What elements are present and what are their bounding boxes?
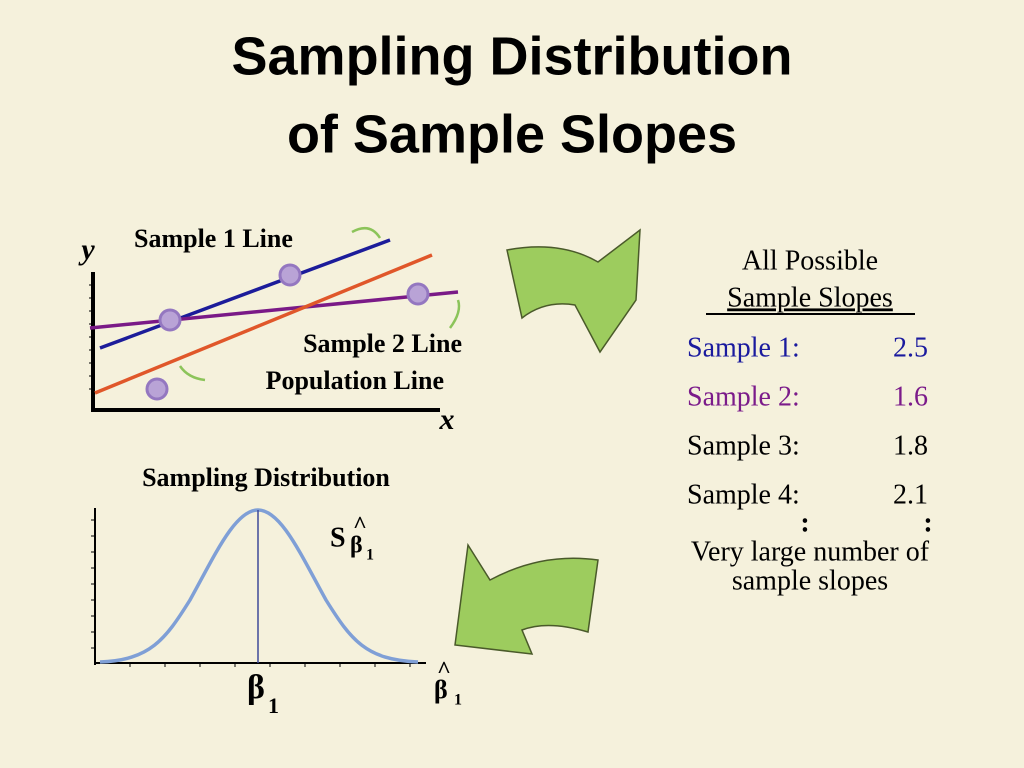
population-line — [94, 253, 433, 395]
y-label: y — [78, 233, 95, 266]
line-label: Population Line — [266, 366, 444, 395]
scatter-diagram: y x Sample 1 Line Sample 2 Line Populati… — [78, 224, 462, 436]
se-sub: 1 — [366, 547, 374, 564]
axis-beta: β — [434, 675, 448, 704]
row-label: Sample 4: — [687, 479, 800, 510]
list-header: All Possible — [742, 245, 878, 276]
row-label: Sample 3: — [687, 430, 800, 461]
flow-arrow — [454, 542, 599, 655]
slopes-list: All Possible Sample Slopes Sample 1: 2.5… — [687, 245, 933, 596]
label-pointers — [178, 226, 461, 382]
pointer — [351, 226, 382, 239]
row-label: Sample 1: — [687, 332, 800, 363]
se-beta: β — [350, 533, 363, 559]
sample-2-line — [89, 290, 459, 330]
flow-arrow — [506, 228, 641, 354]
ellipsis: : — [800, 507, 809, 538]
se-hat: ^ — [353, 513, 367, 539]
row-value: 1.8 — [893, 430, 928, 461]
distribution-title: Sampling Distribution — [142, 463, 390, 492]
se-label: S — [330, 522, 346, 553]
y-axis-ticks — [89, 284, 93, 390]
title-line: of Sample Slopes — [287, 104, 737, 164]
center-sub: 1 — [268, 693, 279, 718]
axis-ticks — [91, 519, 411, 667]
line-label: Sample 2 Line — [303, 329, 462, 358]
row-value: 2.1 — [893, 479, 928, 510]
row-label: Sample 2: — [687, 381, 800, 412]
list-footer: sample slopes — [732, 565, 888, 596]
list-footer: Very large number of — [691, 536, 930, 567]
line-label: Sample 1 Line — [134, 224, 293, 253]
title-line: Sampling Distribution — [232, 26, 793, 86]
axis-sub: 1 — [454, 692, 462, 709]
center-beta: β — [247, 669, 265, 706]
axis-hat: ^ — [437, 658, 451, 684]
sample-1-line — [99, 238, 391, 350]
x-label: x — [439, 403, 455, 436]
ellipsis: : — [923, 507, 932, 538]
sample-points — [145, 263, 430, 401]
pointer — [448, 299, 461, 329]
pointer — [178, 365, 206, 382]
row-value: 2.5 — [893, 332, 928, 363]
distribution-diagram: Sampling Distribution S ^ β 1 β 1 ^ β 1 — [91, 463, 462, 718]
point — [278, 263, 302, 287]
point — [158, 308, 182, 332]
row-value: 1.6 — [893, 381, 928, 412]
point — [145, 377, 169, 401]
list-header: Sample Slopes — [727, 282, 893, 313]
point — [406, 282, 430, 306]
